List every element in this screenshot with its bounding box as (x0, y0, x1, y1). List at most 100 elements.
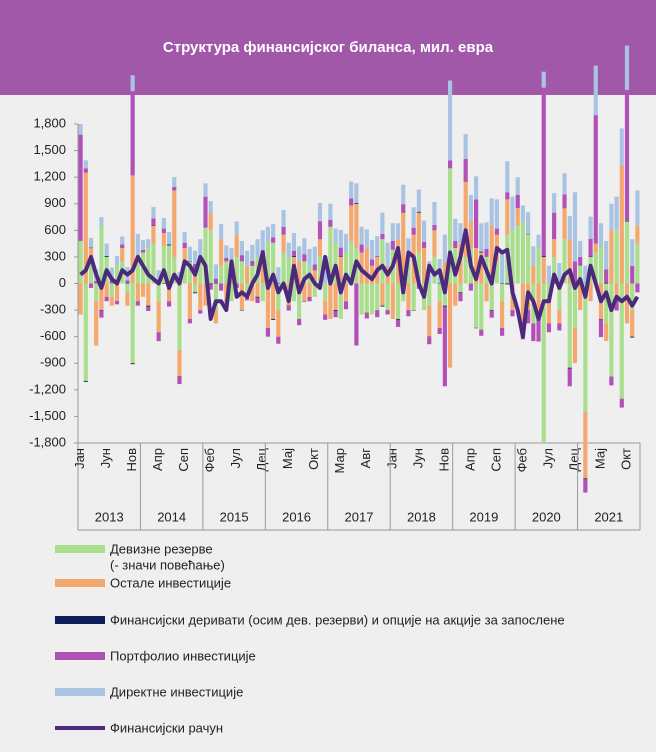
bar (583, 411, 588, 479)
bar (427, 283, 432, 306)
bar (567, 283, 572, 368)
bar (172, 177, 177, 187)
x-tick-label: Мај (592, 448, 607, 469)
bar (297, 261, 302, 284)
bar (281, 226, 286, 235)
bar (307, 283, 312, 297)
bar (88, 256, 94, 284)
bar (151, 225, 156, 244)
bar (447, 80, 453, 161)
bar (354, 203, 359, 249)
bar (349, 205, 354, 241)
bar (474, 176, 479, 200)
bar (307, 296, 312, 302)
bar (166, 232, 172, 245)
bar (442, 261, 447, 284)
bar (276, 310, 281, 337)
bar (328, 283, 333, 319)
bar (489, 283, 494, 311)
bar (354, 202, 359, 204)
bar (234, 221, 239, 235)
bar (265, 226, 271, 242)
bar (390, 283, 395, 319)
bar (515, 194, 520, 209)
bar (323, 283, 328, 302)
bar (468, 194, 473, 222)
bar (411, 227, 416, 235)
bar (114, 265, 120, 284)
bar (369, 265, 375, 284)
year-label: 2018 (407, 509, 436, 524)
bar (193, 250, 198, 265)
bar (453, 283, 458, 306)
y-tick-label: 1,200 (33, 169, 66, 184)
bar (239, 240, 244, 256)
bar (572, 192, 578, 262)
bar (94, 283, 99, 302)
bar (442, 283, 447, 306)
bar (317, 221, 323, 240)
bar (520, 221, 525, 284)
bar (406, 261, 411, 284)
bar (177, 283, 182, 350)
bar (104, 243, 109, 257)
bar (416, 212, 421, 253)
bar (458, 292, 463, 294)
y-tick-label: -900 (40, 355, 66, 370)
bar (390, 223, 395, 241)
bar (265, 283, 271, 328)
bar (583, 479, 588, 493)
bar (198, 256, 203, 284)
legend-swatch (55, 652, 105, 660)
bar (130, 363, 135, 365)
bar (114, 301, 120, 305)
bar (552, 239, 557, 257)
bar (583, 478, 588, 480)
x-tick-label: Окт (618, 448, 633, 470)
bar (505, 161, 510, 193)
bar (260, 230, 265, 250)
bar (187, 318, 192, 324)
bar (312, 283, 317, 297)
year-label: 2021 (594, 509, 623, 524)
bar (260, 256, 265, 284)
bar (302, 238, 307, 255)
bar (380, 305, 385, 307)
bar (500, 301, 505, 328)
bar (572, 261, 578, 284)
bar (208, 230, 213, 284)
bar (286, 242, 291, 257)
x-tick-label: Сеп (488, 448, 503, 472)
bar (250, 265, 255, 284)
bar (260, 283, 265, 302)
bar (364, 283, 369, 313)
bar (484, 222, 489, 249)
bar (479, 223, 484, 252)
bar (468, 221, 473, 249)
bar (526, 234, 531, 284)
bar (406, 238, 411, 262)
bar (385, 242, 390, 266)
bar (182, 242, 187, 249)
bar (567, 367, 572, 369)
bar (416, 189, 421, 212)
bar (578, 283, 583, 311)
bar (432, 256, 437, 284)
bar (421, 241, 427, 249)
x-tick-label: Окт (306, 448, 321, 470)
bar (343, 233, 349, 253)
bar (182, 232, 187, 243)
bar (172, 190, 177, 257)
bar (385, 310, 390, 315)
bar (94, 301, 99, 346)
bar (458, 283, 463, 293)
bar (302, 254, 307, 262)
bar (630, 265, 635, 284)
bar (562, 173, 567, 195)
bar (182, 265, 187, 284)
bar (156, 270, 161, 284)
bar (354, 283, 359, 346)
bar (224, 261, 229, 284)
legend-label: Финансијски рачун (110, 720, 223, 735)
bar (624, 221, 630, 284)
